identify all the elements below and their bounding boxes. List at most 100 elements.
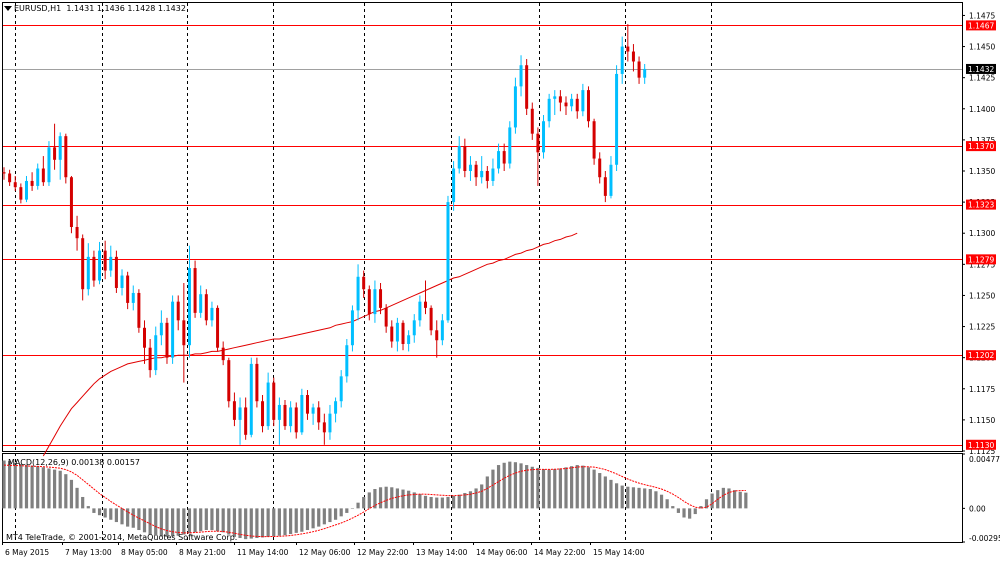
macd-bar xyxy=(502,462,506,509)
candle-body xyxy=(407,335,411,344)
candle-body xyxy=(69,177,73,227)
price-tick-label: 1.1375 xyxy=(969,136,995,145)
macd-group xyxy=(2,460,748,540)
candle-body xyxy=(525,65,529,109)
candle-body xyxy=(53,147,57,160)
candle-body xyxy=(480,171,484,178)
candle-body xyxy=(362,276,366,290)
macd-bar xyxy=(238,508,242,539)
price-tick-label: 1.1450 xyxy=(969,43,995,52)
candle-body xyxy=(497,151,501,169)
macd-bar xyxy=(693,508,697,515)
candle-body xyxy=(204,294,208,321)
macd-bar xyxy=(637,487,641,509)
candle-body xyxy=(542,121,546,153)
macd-tick-label: 0.00 xyxy=(969,504,986,513)
candle-body xyxy=(13,182,17,188)
macd-bar xyxy=(193,508,197,533)
candle-body xyxy=(491,168,495,181)
macd-bar xyxy=(272,508,276,537)
macd-bar xyxy=(727,488,731,509)
macd-bar xyxy=(300,508,304,532)
time-tick-label: 6 May 2015 xyxy=(5,548,49,557)
candle-body xyxy=(463,146,467,171)
candle-body xyxy=(424,301,427,308)
current-price-tag xyxy=(966,63,996,74)
macd-bar xyxy=(586,467,591,509)
candle-body xyxy=(19,187,23,200)
candle-body xyxy=(440,320,444,341)
price-tick-label: 1.1250 xyxy=(969,291,995,300)
candle-body xyxy=(575,98,579,112)
level-tag-label: 1.1467 xyxy=(968,21,994,30)
candle-body xyxy=(199,294,203,313)
macd-bar xyxy=(614,483,619,509)
candle-body xyxy=(143,327,146,348)
candle-body xyxy=(171,301,175,358)
macd-signal-line xyxy=(3,464,746,538)
macd-bar xyxy=(558,468,562,509)
macd-bar xyxy=(699,506,703,509)
macd-bar xyxy=(159,508,163,537)
candle-body xyxy=(266,382,270,427)
macd-bar xyxy=(182,508,186,535)
candle-body xyxy=(350,310,354,346)
time-tick-label: 12 May 22:00 xyxy=(357,548,409,557)
macd-bar xyxy=(665,499,669,509)
price-axis: 1.1475 1.1450 1.1425 1.1400 1.1375 1.1350 1.13… xyxy=(962,11,1000,543)
time-tick-label: 14 May 06:00 xyxy=(476,548,528,557)
candle-body xyxy=(446,202,450,321)
candle-body xyxy=(435,330,439,341)
candle-body xyxy=(637,61,641,78)
macd-bar xyxy=(435,497,439,509)
candle-body xyxy=(564,102,568,107)
macd-bar xyxy=(266,508,270,537)
candle-body xyxy=(530,108,534,134)
macd-bar xyxy=(654,491,658,509)
candle-body xyxy=(379,289,383,308)
macd-tick-label: 0.00477 xyxy=(969,455,1000,464)
candle-body xyxy=(334,401,338,414)
level-tag-label: 1.1370 xyxy=(968,142,994,151)
candle-body xyxy=(317,407,321,423)
candle-body xyxy=(626,46,630,52)
candle-body xyxy=(272,382,276,420)
macd-bar xyxy=(47,468,51,509)
candle-body xyxy=(58,136,62,160)
candle-body xyxy=(159,322,163,336)
price-tick-label: 1.1150 xyxy=(969,416,995,425)
candle-body xyxy=(24,180,28,200)
macd-bar xyxy=(171,508,175,537)
macd-bar xyxy=(721,487,725,509)
candle-body xyxy=(154,335,158,371)
candle-body xyxy=(137,292,141,328)
price-tick-label: 1.1475 xyxy=(969,11,995,20)
candle-body xyxy=(227,360,231,402)
macd-bar xyxy=(598,473,602,509)
price-tick-label: 1.1425 xyxy=(969,74,995,83)
candle-body xyxy=(109,256,113,271)
macd-bar xyxy=(581,465,585,509)
dropdown-triangle-icon[interactable] xyxy=(4,6,12,11)
chart-title: EURUSD,H1 1.1431 1.1436 1.1428 1.1432 xyxy=(4,4,186,13)
candle-body xyxy=(277,404,281,420)
price-panel-frame xyxy=(2,2,963,452)
macd-bar xyxy=(277,508,281,536)
candle-body xyxy=(311,407,315,414)
candle-body xyxy=(345,345,349,377)
candle-body xyxy=(553,96,557,99)
candle-body xyxy=(103,250,107,271)
macd-label: MACD(12,26,9) 0.00138 0.00157 xyxy=(8,458,141,467)
candle-body xyxy=(249,363,253,435)
time-tick-label: 8 May 05:00 xyxy=(121,548,168,557)
copyright-text: MT4 TeleTrade, © 2001-2014, MetaQuotes S… xyxy=(6,533,238,542)
macd-bar xyxy=(384,486,388,509)
candle-body xyxy=(210,307,214,321)
macd-bar xyxy=(126,508,130,527)
price-tick-label: 1.1350 xyxy=(969,167,995,176)
macd-bar xyxy=(137,508,141,531)
macd-bar xyxy=(322,508,326,525)
macd-bar xyxy=(19,463,23,509)
macd-tick-label: -0.00295 xyxy=(969,534,1000,543)
